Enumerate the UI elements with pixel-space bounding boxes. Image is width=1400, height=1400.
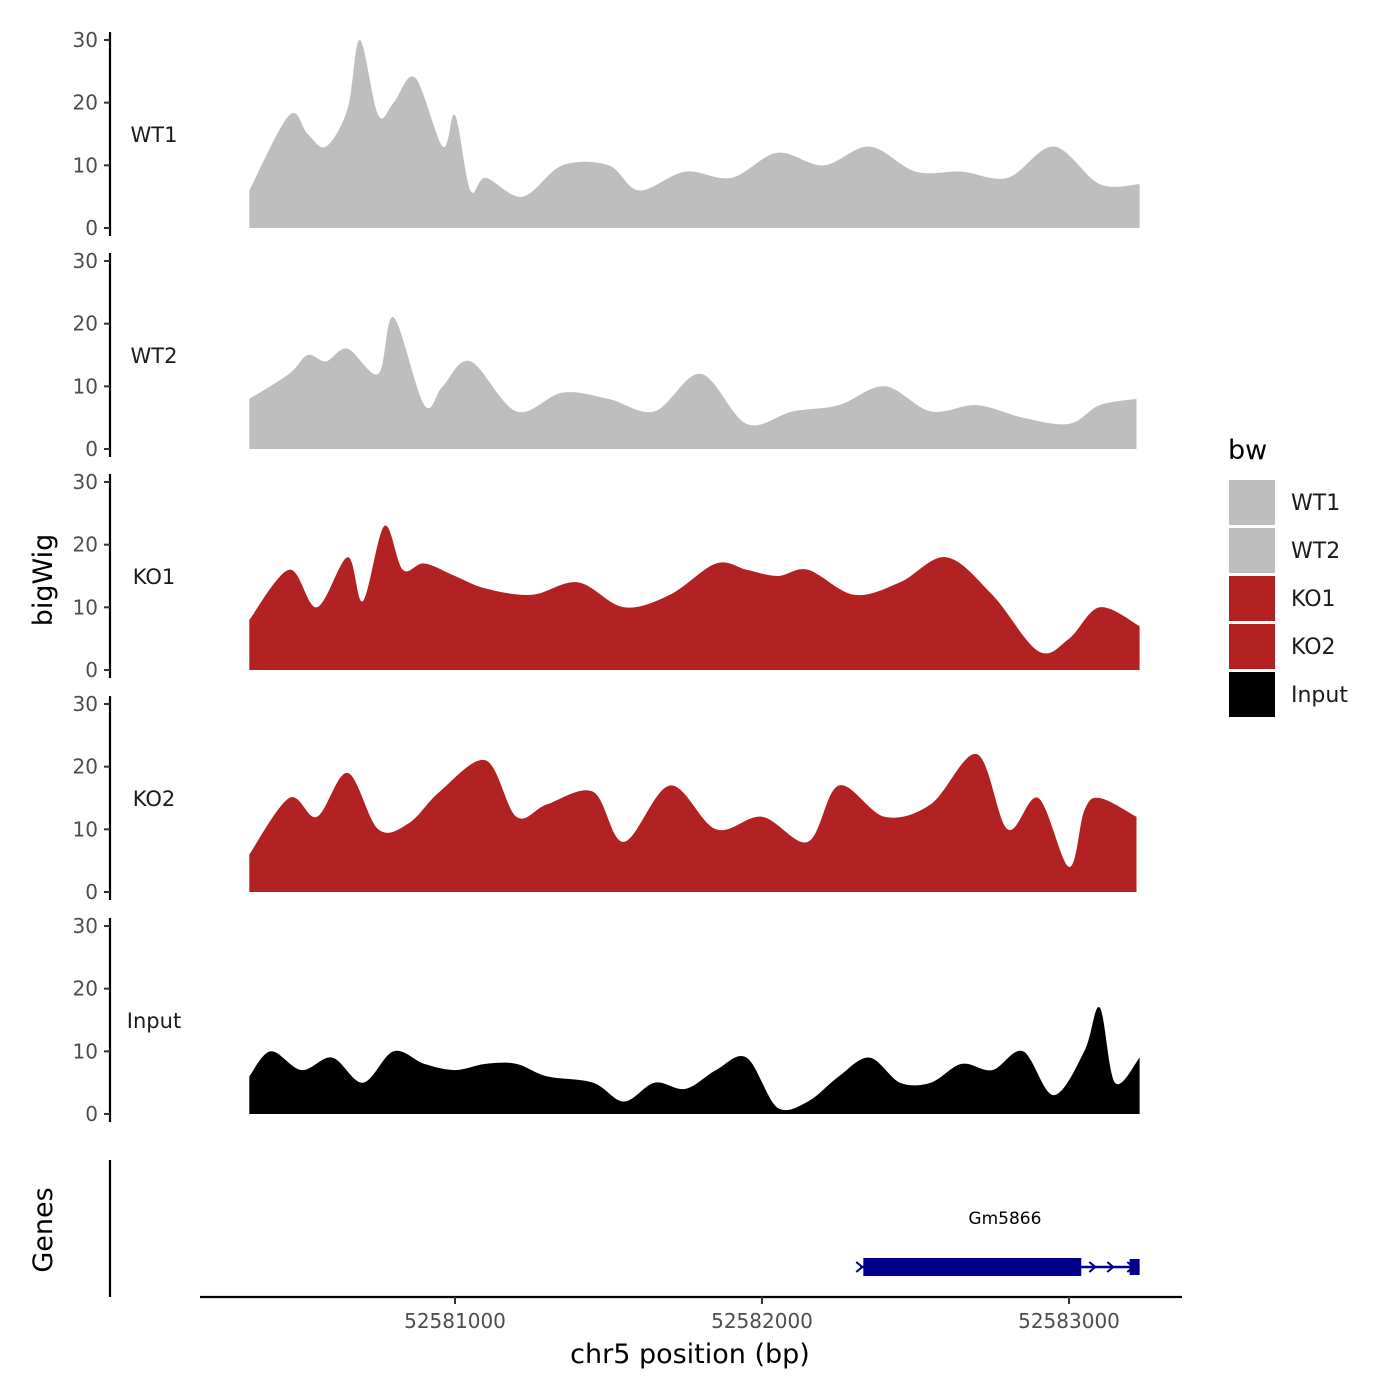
strand-arrow	[1106, 1261, 1115, 1273]
x-tick-label: 52581000	[404, 1309, 506, 1333]
bigwig-tracks: 0 10 20 30 WT1 0 10 20 30 WT2 0 10 20 30 KO1 0 10 20 30 KO2…	[73, 28, 1140, 1126]
legend-label: KO1	[1291, 587, 1336, 612]
y-tick-label: 20	[73, 533, 98, 557]
x-tick-label: 52582000	[711, 1309, 813, 1333]
area-input	[249, 1006, 1140, 1114]
y-tick-label: 20	[73, 91, 98, 115]
y-tick-label: 30	[73, 470, 98, 494]
y-tick-label: 0	[85, 1102, 98, 1126]
legend-item-wt1: WT1	[1229, 480, 1340, 525]
track-label-wt1: WT1	[131, 123, 178, 147]
legend-label: Input	[1291, 683, 1348, 708]
y-tick-label: 20	[73, 755, 98, 779]
genes-panel: Gm5866	[108, 1160, 1140, 1297]
y-tick-label: 10	[73, 374, 98, 398]
strand-arrow	[855, 1261, 864, 1273]
gene-exon	[863, 1258, 1082, 1276]
x-tick-label: 52583000	[1018, 1309, 1120, 1333]
gene-label: Gm5866	[968, 1209, 1041, 1229]
y-tick-label: 20	[73, 312, 98, 336]
legend: bw WT1 WT2 KO1 KO2 Input	[1228, 435, 1348, 717]
area-wt1	[249, 39, 1140, 228]
legend-label: KO2	[1291, 635, 1336, 660]
y-tick-label: 10	[73, 595, 98, 619]
y-tick-label: 0	[85, 880, 98, 904]
y-tick-label: 10	[73, 153, 98, 177]
y-tick-label: 30	[73, 692, 98, 716]
legend-item-ko1: KO1	[1229, 576, 1336, 621]
x-axis: 52581000 52582000 52583000	[200, 1295, 1182, 1333]
y-tick-label: 10	[73, 1039, 98, 1063]
track-wt2: 0 10 20 30 WT2	[73, 249, 1137, 461]
track-label-ko2: KO2	[133, 787, 176, 811]
y-axis-title: bigWig	[28, 534, 59, 627]
legend-item-ko2: KO2	[1229, 624, 1336, 669]
y-tick-label: 0	[85, 216, 98, 240]
x-axis-title: chr5 position (bp)	[570, 1339, 810, 1370]
gene-gm5866: Gm5866	[855, 1209, 1140, 1276]
y-tick-label: 30	[73, 914, 98, 938]
y-tick-label: 0	[85, 658, 98, 682]
legend-swatch	[1229, 624, 1275, 669]
track-input: 0 10 20 30 Input	[73, 914, 1140, 1126]
legend-item-wt2: WT2	[1229, 528, 1340, 573]
track-label-wt2: WT2	[131, 344, 178, 368]
legend-item-input: Input	[1229, 672, 1348, 717]
track-label-input: Input	[127, 1009, 181, 1033]
legend-swatch	[1229, 528, 1275, 573]
y-tick-label: 10	[73, 817, 98, 841]
track-label-ko1: KO1	[133, 565, 176, 589]
track-ko1: 0 10 20 30 KO1	[73, 470, 1140, 682]
track-wt1: 0 10 20 30 WT1	[73, 28, 1140, 240]
legend-swatch	[1229, 576, 1275, 621]
legend-title: bw	[1228, 435, 1267, 466]
legend-label: WT1	[1291, 491, 1340, 516]
legend-label: WT2	[1291, 539, 1340, 564]
area-ko1	[249, 525, 1140, 670]
y-tick-label: 0	[85, 437, 98, 461]
y-tick-label: 30	[73, 28, 98, 52]
strand-arrow	[1126, 1261, 1135, 1273]
legend-swatch	[1229, 480, 1275, 525]
track-ko2: 0 10 20 30 KO2	[73, 692, 1137, 904]
y-tick-label: 20	[73, 977, 98, 1001]
genes-axis-title: Genes	[28, 1187, 59, 1272]
legend-swatch	[1229, 672, 1275, 717]
area-ko2	[249, 753, 1137, 892]
area-wt2	[249, 317, 1137, 449]
strand-arrow	[1088, 1261, 1097, 1273]
y-tick-label: 30	[73, 249, 98, 273]
